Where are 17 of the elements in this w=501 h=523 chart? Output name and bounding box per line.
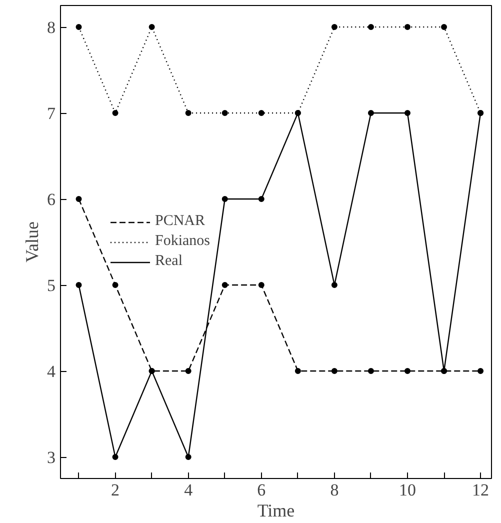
y-axis-title: Value	[22, 222, 42, 262]
x-tick-label: 6	[257, 480, 266, 500]
x-tick-label: 2	[111, 480, 120, 500]
y-tick-label: 3	[47, 448, 56, 467]
x-axis-title: Time	[257, 500, 295, 520]
x-tick-label: 4	[184, 480, 194, 500]
y-tick-label: 8	[47, 18, 56, 37]
legend-label: Fokianos	[155, 233, 210, 250]
legend-label: Real	[155, 253, 182, 270]
y-tick-label: 7	[47, 104, 56, 123]
y-tick-label: 6	[47, 190, 56, 209]
x-tick-label: 12	[472, 480, 490, 500]
legend-label: PCNAR	[155, 213, 206, 230]
y-tick-label: 5	[47, 276, 56, 295]
y-tick-label: 4	[47, 362, 56, 381]
x-tick-label: 8	[330, 480, 339, 500]
x-tick-label: 10	[398, 480, 416, 500]
